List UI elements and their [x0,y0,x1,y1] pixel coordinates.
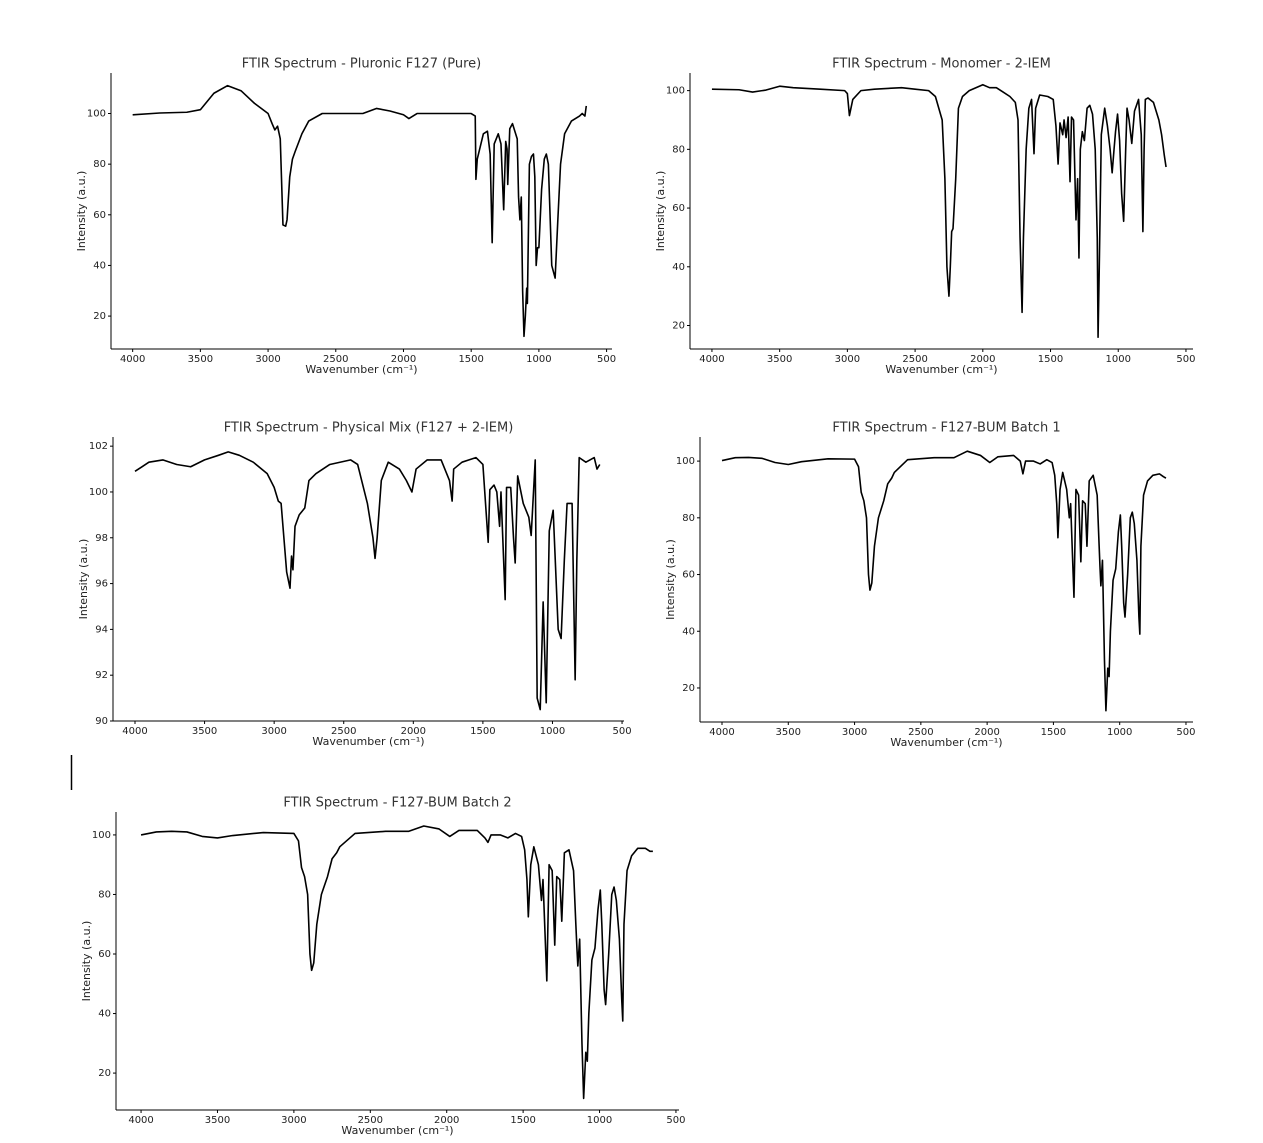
x-tick-label: 3000 [835,354,860,365]
y-tick-label: 96 [95,579,108,590]
y-tick-label: 90 [95,716,108,727]
x-axis-label: Wavenumber (cm⁻¹) [305,363,417,376]
x-tick-label: 1000 [1106,354,1131,365]
x-tick-label: 1000 [540,726,565,737]
y-tick-label: 80 [98,889,111,900]
y-tick-label: 20 [672,321,685,332]
x-tick-label: 3000 [842,727,867,738]
x-tick-label: 1500 [458,354,483,365]
y-axis-label: Intensity (a.u.) [77,539,90,620]
x-tick-label: 1500 [1038,354,1063,365]
x-tick-label: 2500 [908,727,933,738]
x-tick-label: 2500 [358,1115,383,1126]
x-tick-label: 2000 [401,726,426,737]
x-tick-label: 4000 [128,1115,153,1126]
x-axis-label: Wavenumber (cm⁻¹) [341,1124,453,1137]
x-tick-label: 500 [1176,354,1195,365]
y-axis-label: Intensity (a.u.) [664,539,677,620]
spectrum-line [711,83,1167,339]
y-tick-label: 100 [92,830,111,841]
x-tick-label: 2000 [434,1115,459,1126]
y-tick-label: 20 [682,683,695,694]
x-tick-label: 4000 [120,354,145,365]
x-tick-label: 3500 [188,354,213,365]
x-tick-label: 1000 [1107,727,1132,738]
x-tick-label: 3500 [767,354,792,365]
y-tick-label: 60 [682,570,695,581]
y-tick-label: 20 [98,1068,111,1079]
x-tick-label: 3000 [281,1115,306,1126]
y-axis-label: Intensity (a.u.) [654,171,667,252]
y-axis-label: Intensity (a.u.) [75,171,88,252]
x-tick-label: 2000 [970,354,995,365]
x-tick-label: 3500 [192,726,217,737]
x-tick-label: 1000 [587,1115,612,1126]
spectrum-line [721,450,1167,712]
x-tick-label: 1000 [526,354,551,365]
y-tick-label: 40 [93,260,106,271]
chart-title: FTIR Spectrum - Physical Mix (F127 + 2-I… [224,421,514,436]
x-tick-label: 4000 [122,726,147,737]
y-tick-label: 60 [98,949,111,960]
x-axis-label: Wavenumber (cm⁻¹) [312,735,424,748]
y-tick-label: 80 [672,144,685,155]
spectrum-line [132,84,588,338]
x-tick-label: 500 [613,726,632,737]
x-tick-label: 2500 [323,354,348,365]
y-tick-label: 80 [682,513,695,524]
spectrum-line [134,451,601,711]
y-tick-label: 98 [95,533,108,544]
x-tick-label: 3000 [261,726,286,737]
x-tick-label: 1500 [1041,727,1066,738]
x-tick-label: 4000 [709,727,734,738]
chart-title: FTIR Spectrum - F127-BUM Batch 1 [832,421,1060,436]
x-tick-label: 2000 [974,727,999,738]
x-axis-label: Wavenumber (cm⁻¹) [885,363,997,376]
y-tick-label: 94 [95,624,108,635]
y-tick-label: 40 [672,262,685,273]
y-tick-label: 20 [93,311,106,322]
y-axis-label: Intensity (a.u.) [80,921,93,1002]
y-tick-label: 100 [676,456,695,467]
x-tick-label: 2500 [331,726,356,737]
x-tick-label: 2000 [391,354,416,365]
y-tick-label: 100 [666,86,685,97]
y-tick-label: 40 [682,626,695,637]
x-tick-label: 3000 [255,354,280,365]
spectrum-line [140,825,653,1100]
x-tick-label: 1500 [510,1115,535,1126]
x-tick-label: 500 [597,354,616,365]
x-tick-label: 4000 [699,354,724,365]
y-tick-label: 100 [89,487,108,498]
chart-title: FTIR Spectrum - Pluronic F127 (Pure) [242,57,481,72]
y-tick-label: 80 [93,159,106,170]
x-tick-label: 3500 [205,1115,230,1126]
chart-title: FTIR Spectrum - F127-BUM Batch 2 [283,796,511,811]
x-tick-label: 500 [666,1115,685,1126]
y-tick-label: 100 [87,109,106,120]
y-tick-label: 60 [672,203,685,214]
x-axis-label: Wavenumber (cm⁻¹) [890,736,1002,749]
y-tick-label: 40 [98,1009,111,1020]
x-tick-label: 500 [1176,727,1195,738]
chart-title: FTIR Spectrum - Monomer - 2-IEM [832,57,1051,72]
y-tick-label: 92 [95,670,108,681]
y-tick-label: 102 [89,441,108,452]
x-tick-label: 3500 [776,727,801,738]
y-tick-label: 60 [93,210,106,221]
x-tick-label: 1500 [470,726,495,737]
x-tick-label: 2500 [902,354,927,365]
